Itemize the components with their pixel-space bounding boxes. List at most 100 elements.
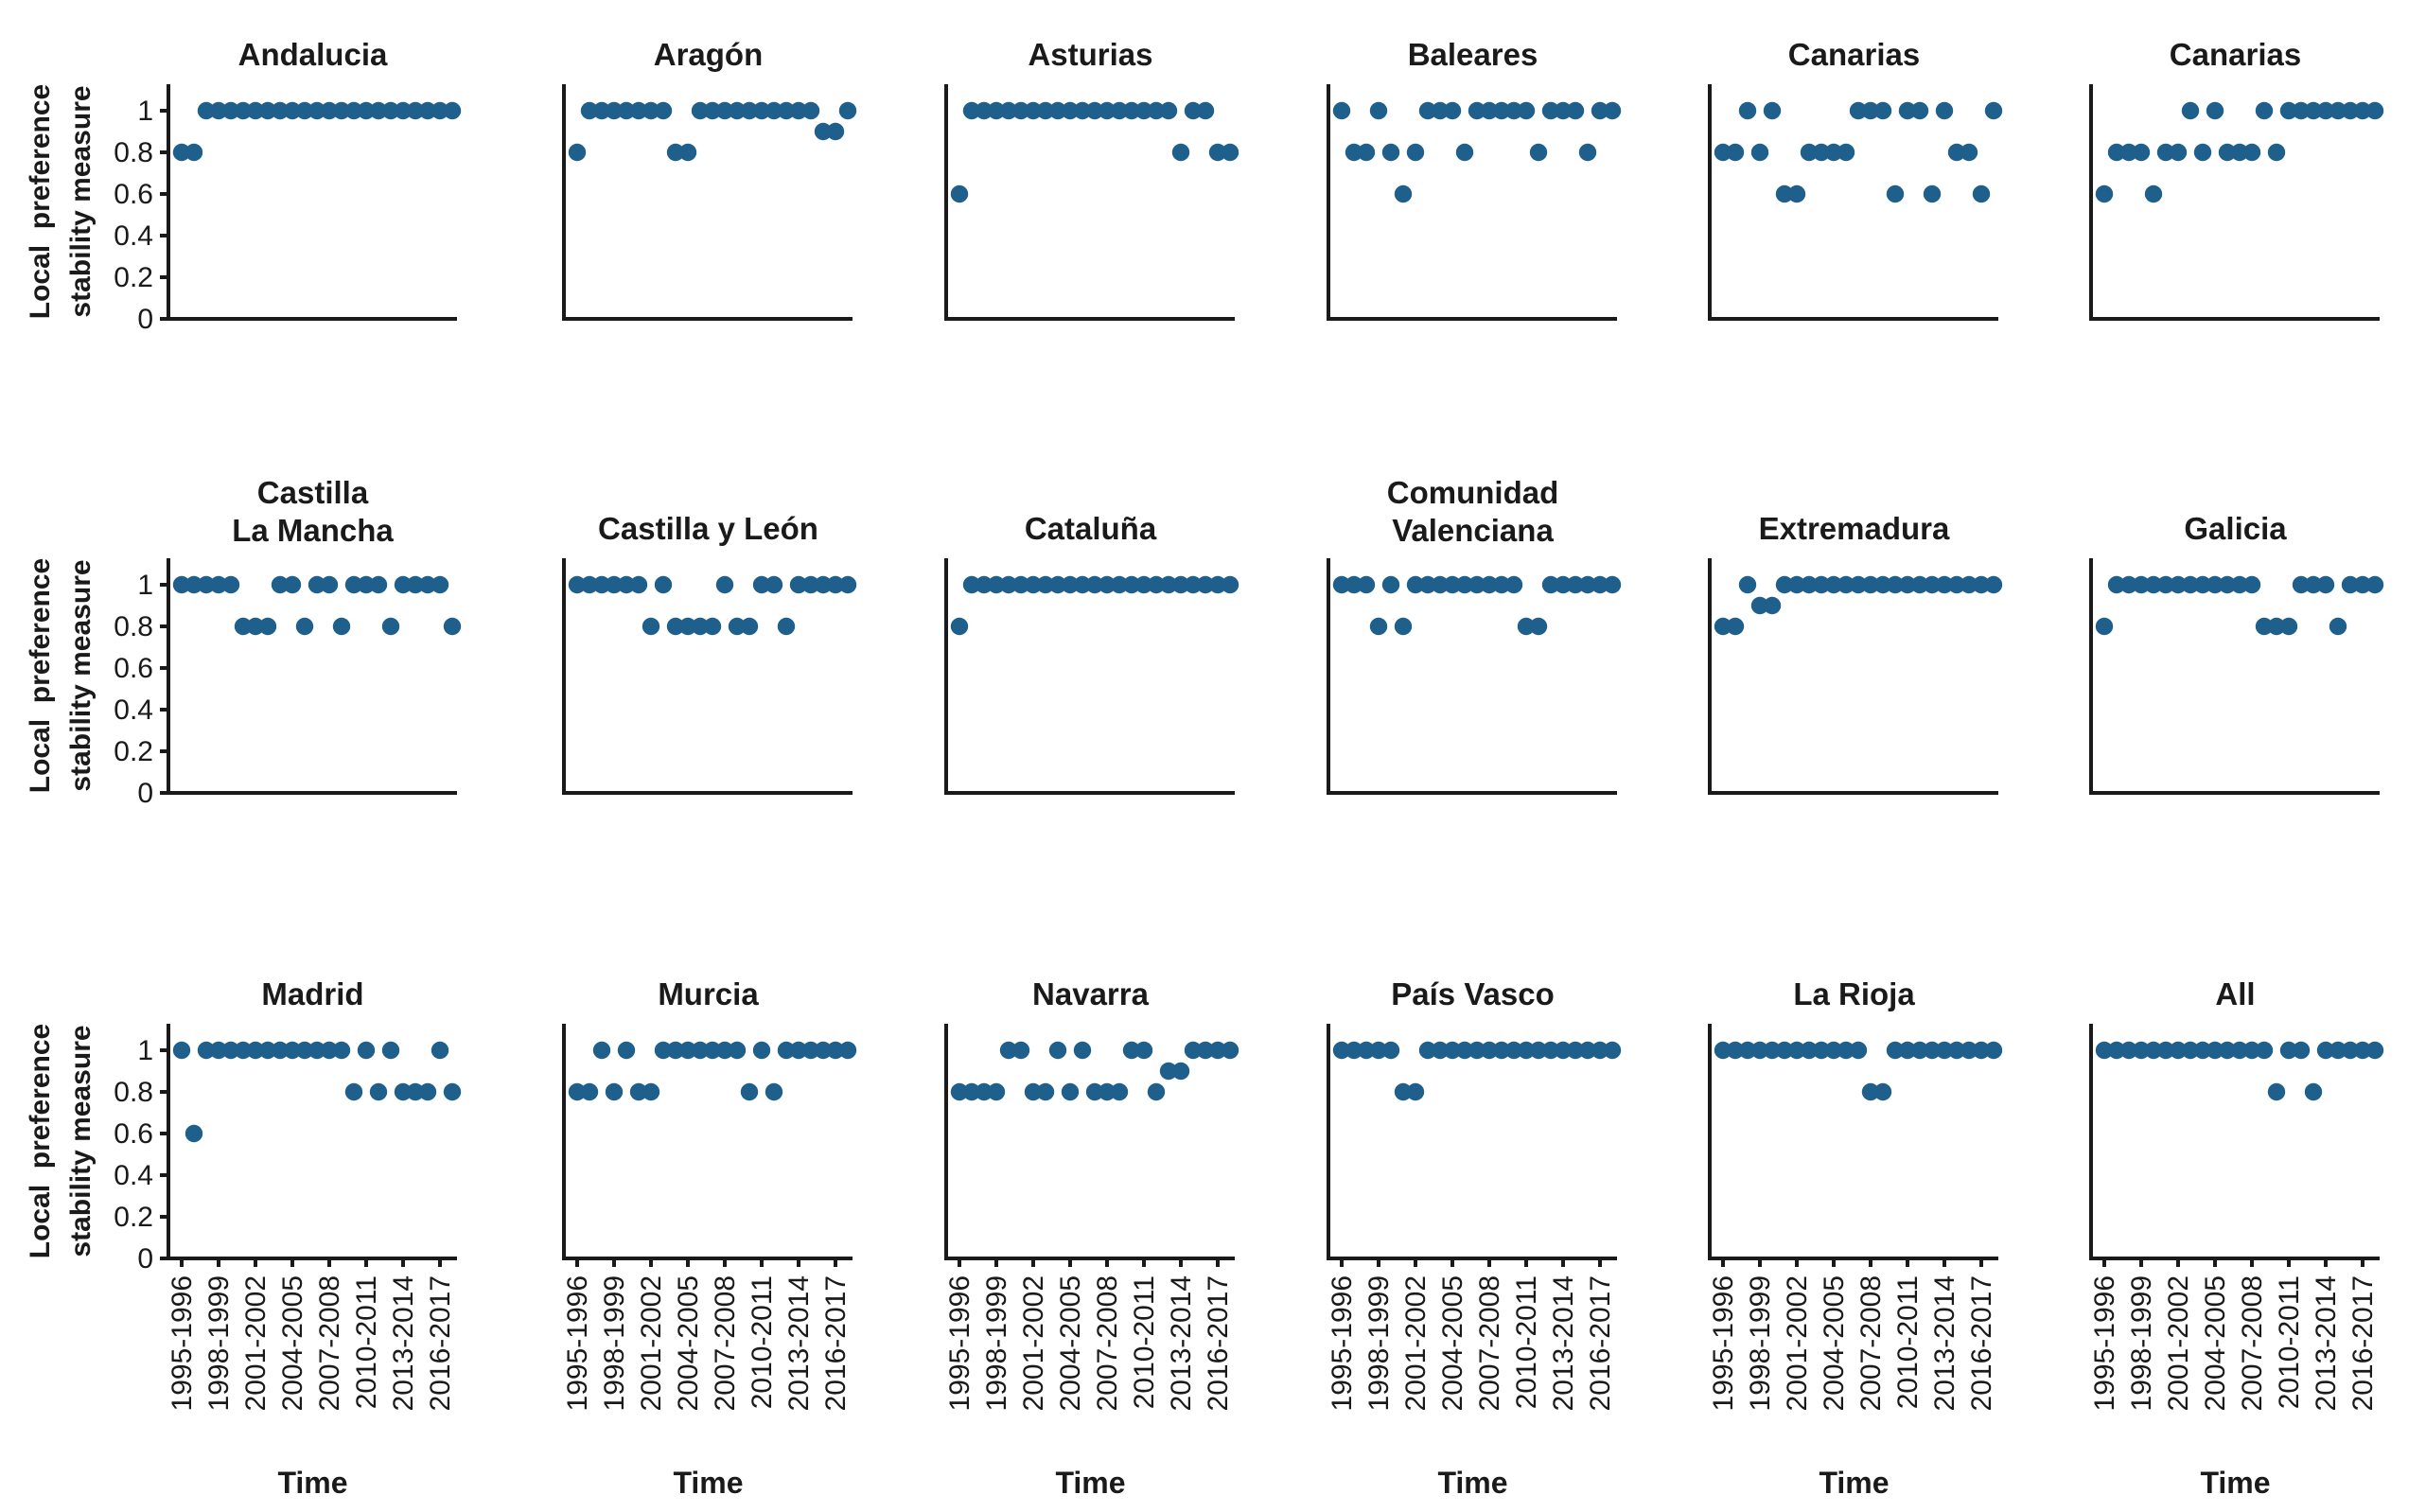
axes-lines: [562, 1024, 853, 1260]
data-point: [777, 617, 796, 636]
data-point: [814, 575, 833, 594]
data-point: [2329, 1041, 2347, 1060]
data-point: [2353, 1041, 2372, 1060]
data-point: [1098, 1082, 1116, 1101]
axes-lines: [1327, 558, 1617, 795]
x-tick-label: 1998-1999: [1745, 1275, 1776, 1411]
data-point: [418, 575, 437, 594]
x-axis-label: Time: [2200, 1466, 2270, 1500]
data-point: [197, 575, 216, 594]
data-point: [295, 1041, 314, 1060]
data-point: [2107, 1041, 2126, 1060]
subplot-title-line1: Castilla: [257, 475, 369, 510]
data-point: [1147, 101, 1166, 120]
data-point: [1073, 575, 1092, 594]
data-point: [1357, 143, 1376, 162]
axes-lines: [944, 1024, 1235, 1260]
data-point: [752, 1041, 771, 1060]
data-point: [418, 1082, 437, 1101]
data-point: [2292, 101, 2311, 120]
axes-lines: [1708, 558, 1998, 795]
data-point: [1591, 1041, 1609, 1060]
data-point: [1886, 1041, 1905, 1060]
x-tick-label: 2010-2011: [351, 1275, 382, 1409]
data-point: [826, 1041, 845, 1060]
data-point: [308, 101, 326, 120]
data-point: [1837, 143, 1855, 162]
subplot-16: La Rioja 1995-1996 1998-1999 2001-2002 2004-…: [1708, 976, 2003, 1500]
data-point: [2169, 1041, 2188, 1060]
data-point: [394, 575, 413, 594]
subplot-7: Castilla y León: [562, 511, 857, 795]
data-point: [1554, 1041, 1573, 1060]
subplot-10: Extremadura: [1708, 511, 2003, 795]
data-point: [592, 575, 611, 594]
data-point: [406, 575, 425, 594]
data-point: [1073, 1041, 1092, 1060]
x-tick-label: 2016-2017: [2347, 1275, 2379, 1411]
data-point: [357, 101, 376, 120]
data-point: [2341, 575, 2360, 594]
y-tick-label: 0: [137, 1243, 153, 1275]
data-point: [1714, 1041, 1732, 1060]
data-point: [2132, 1041, 2151, 1060]
y-tick-label: 0.4: [114, 694, 153, 726]
data-point: [580, 1082, 599, 1101]
data-point: [1345, 143, 1363, 162]
x-tick-label: 2010-2011: [2274, 1275, 2305, 1409]
y-axis-label-line2: stability measure: [65, 559, 97, 791]
data-point: [642, 1082, 660, 1101]
x-axis-label: Time: [1437, 1466, 1507, 1500]
data-point: [332, 1041, 351, 1060]
subplot-11: Galicia: [2089, 511, 2384, 795]
data-point: [221, 575, 240, 594]
data-point: [2304, 575, 2323, 594]
data-point: [1061, 575, 1080, 594]
data-point: [2242, 575, 2261, 594]
x-tick-label: 2004-2005: [673, 1275, 704, 1411]
data-point: [1849, 1041, 1868, 1060]
data-point: [1048, 575, 1067, 594]
data-point: [1972, 185, 1991, 203]
data-point: [295, 101, 314, 120]
y-axis-label-row-1: Local preference stability measure: [25, 84, 97, 319]
data-point: [765, 1082, 783, 1101]
data-point: [1159, 1062, 1178, 1081]
data-point: [2316, 1041, 2335, 1060]
axes-lines: [562, 84, 853, 321]
x-tick-label: 2004-2005: [1055, 1275, 1086, 1411]
data-point: [1984, 1041, 2003, 1060]
data-point: [678, 143, 697, 162]
data-point: [1787, 1041, 1806, 1060]
data-point: [221, 101, 240, 120]
subplot-4: Canarias: [1708, 37, 2003, 321]
data-point: [1554, 101, 1573, 120]
data-point: [2156, 143, 2175, 162]
data-point: [1011, 101, 1030, 120]
data-point: [1110, 101, 1129, 120]
data-point: [2365, 101, 2384, 120]
data-point: [1455, 143, 1474, 162]
x-axis-label: Time: [673, 1466, 743, 1500]
data-point: [1861, 1082, 1880, 1101]
data-point: [320, 1041, 339, 1060]
data-point: [369, 1082, 388, 1101]
data-point: [1345, 575, 1363, 594]
data-point: [443, 101, 462, 120]
data-point: [2095, 185, 2114, 203]
y-axis-label-line1: Local preference: [25, 1024, 56, 1258]
axes-lines: [167, 558, 457, 795]
data-point: [1775, 575, 1794, 594]
data-point: [1837, 1041, 1855, 1060]
data-point: [1750, 596, 1769, 615]
data-point: [258, 1041, 277, 1060]
data-point: [2181, 575, 2200, 594]
data-point: [1726, 617, 1745, 636]
data-point: [283, 575, 302, 594]
data-point: [1492, 1041, 1511, 1060]
data-point: [814, 1041, 833, 1060]
data-point: [642, 101, 660, 120]
data-point: [777, 1041, 796, 1060]
x-tick-label: 1995-1996: [944, 1275, 976, 1411]
data-point: [1750, 143, 1769, 162]
